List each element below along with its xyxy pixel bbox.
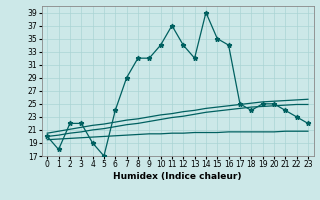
X-axis label: Humidex (Indice chaleur): Humidex (Indice chaleur) — [113, 172, 242, 181]
